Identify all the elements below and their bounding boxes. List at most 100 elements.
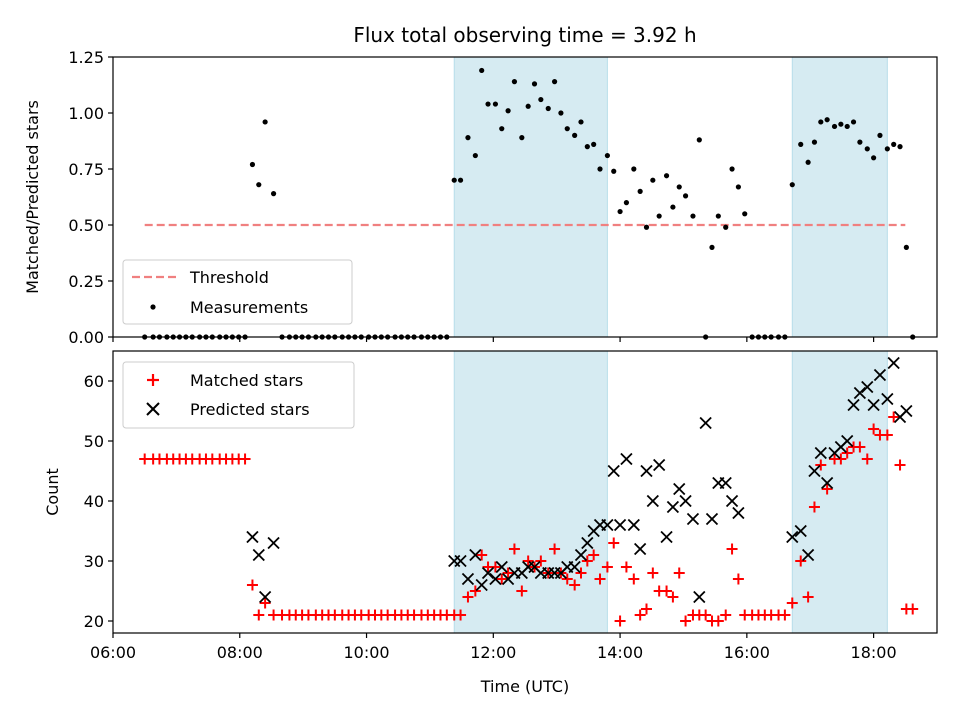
predicted-star-point (620, 452, 633, 466)
matched-star-point (786, 597, 798, 609)
matched-star-point (795, 555, 807, 567)
measurement-point (742, 211, 748, 217)
matched-star-point (667, 591, 679, 603)
matched-star-point (673, 567, 685, 579)
measurement-point (709, 244, 715, 250)
legend-matched-label: Matched stars (190, 371, 303, 390)
matched-star-point (628, 573, 640, 585)
measurement-point (682, 193, 689, 199)
measurement-point (545, 105, 551, 112)
measurement-point (811, 139, 818, 145)
measurement-point (850, 119, 857, 125)
y-tick-label: 1.25 (68, 48, 104, 67)
measurement-point (256, 182, 262, 188)
x-tick-label: 14:00 (597, 643, 643, 662)
top-panel: 0.00 0.25 0.50 0.75 1.00 1.25 Matched/Predict… (23, 48, 938, 347)
predicted-star-point (673, 482, 686, 496)
measurement-point (903, 244, 909, 250)
matched-star-point (246, 579, 258, 591)
measurement-point (838, 121, 844, 127)
measurement-point (604, 152, 611, 159)
legend-matched-swatch (147, 374, 159, 386)
y-tick-label: 0.00 (68, 328, 104, 347)
bottom-x-ticks: 06:00 08:00 10:00 12:00 14:00 16:00 18:00 (90, 633, 897, 662)
shaded-interval (791, 350, 888, 634)
legend-predicted-label: Predicted stars (190, 400, 310, 419)
matched-star-point (841, 447, 853, 459)
predicted-star-point (900, 404, 913, 418)
measurement-point (591, 141, 597, 147)
matched-star-point (881, 429, 893, 441)
predicted-star-point (601, 518, 614, 532)
measurement-point (715, 213, 721, 219)
predicted-star-point (786, 530, 799, 544)
matched-star-point (835, 453, 847, 465)
x-tick-label: 06:00 (90, 643, 136, 662)
predicted-star-point (252, 548, 265, 562)
matched-star-point (502, 567, 514, 579)
measurement-point (696, 137, 702, 143)
predicted-star-point (634, 542, 647, 556)
matched-star-point (575, 567, 587, 579)
measurements-series (142, 67, 916, 340)
matched-star-point (712, 615, 724, 627)
matched-star-point (608, 537, 620, 549)
measurement-point (551, 79, 558, 85)
top-legend-box (122, 259, 353, 325)
predicted-star-point (719, 476, 732, 490)
predicted-star-point (808, 464, 821, 478)
measurement-point (663, 173, 670, 179)
matched-star-point (253, 609, 265, 621)
matched-star-point (588, 549, 600, 561)
predicted-star-point (686, 512, 700, 526)
x-tick-label: 12:00 (470, 643, 516, 662)
measurement-point (531, 81, 538, 87)
measurement-point (597, 166, 603, 172)
predicted-star-point (699, 416, 712, 430)
bottom-legend-box (122, 361, 355, 429)
predicted-star-point (881, 392, 894, 406)
predicted-star-point (646, 494, 659, 508)
bottom-panel: 20 30 40 50 60 06:00 08:00 10:00 12:00 14:00 16:0… (43, 350, 938, 696)
matched-star-point (522, 555, 534, 567)
measurement-point (485, 101, 491, 107)
y-tick-label: 40 (84, 492, 104, 511)
bottom-x-axis-label: Time (UTC) (480, 677, 569, 696)
matched-star-point (779, 609, 791, 621)
y-tick-label: 20 (84, 612, 104, 631)
measurement-point (789, 182, 795, 188)
measurement-point (844, 123, 850, 130)
predicted-star-point (258, 590, 272, 604)
legend-measurements-label: Measurements (190, 298, 308, 317)
matched-star-point (508, 543, 520, 555)
matched-star-point (561, 573, 573, 585)
measurement-point (457, 177, 464, 183)
predicted-star-point (574, 548, 588, 562)
top-y-axis-label: Matched/Predicted stars (23, 100, 42, 294)
matched-star-point (455, 609, 467, 621)
y-tick-label: 50 (84, 432, 104, 451)
predicted-star-point (475, 578, 488, 592)
measurement-point (584, 144, 590, 150)
legend-threshold-label: Threshold (189, 268, 269, 287)
predicted-star-point (495, 560, 508, 574)
matched-star-point (888, 411, 900, 423)
matched-star-point (476, 549, 488, 561)
measurement-point (831, 123, 838, 130)
measurement-point (864, 146, 870, 152)
measurement-point (492, 101, 499, 107)
measurement-point (690, 213, 696, 219)
measurement-point (656, 213, 662, 219)
predicted-star-point (853, 386, 867, 400)
predicted-star-point (660, 530, 673, 544)
matched-star-point (802, 591, 814, 603)
matched-star-point (647, 567, 659, 579)
measurement-point (884, 146, 890, 152)
matched-star-point (496, 573, 508, 585)
matched-star-point (516, 585, 528, 597)
matched-star-point (868, 423, 880, 435)
measurement-point (891, 141, 897, 147)
measurement-point (735, 184, 741, 190)
measurement-point (499, 126, 505, 132)
x-tick-label: 10:00 (343, 643, 389, 662)
